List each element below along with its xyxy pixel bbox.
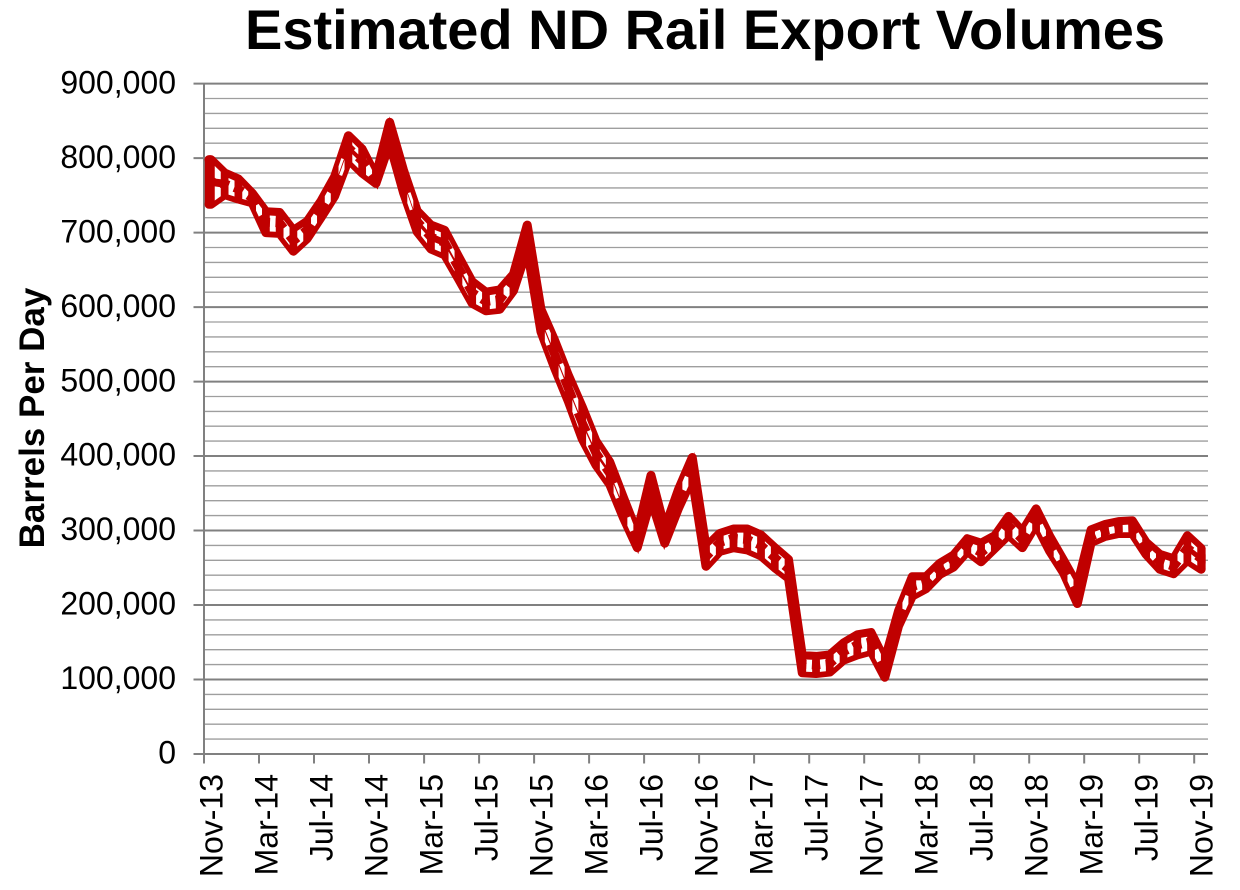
svg-text:Nov-18: Nov-18 [1019, 774, 1055, 877]
svg-text:Jul-16: Jul-16 [633, 774, 669, 861]
svg-text:Barrels Per Day: Barrels Per Day [13, 287, 52, 548]
svg-text:100,000: 100,000 [60, 660, 176, 696]
svg-text:Mar-18: Mar-18 [909, 774, 945, 875]
svg-text:Nov-16: Nov-16 [688, 774, 724, 877]
svg-text:Estimated ND Rail Export Volum: Estimated ND Rail Export Volumes [245, 0, 1165, 61]
svg-text:Nov-13: Nov-13 [193, 774, 229, 877]
svg-text:Jul-19: Jul-19 [1129, 774, 1165, 861]
svg-text:500,000: 500,000 [60, 362, 176, 398]
svg-text:Mar-16: Mar-16 [578, 774, 614, 875]
svg-text:800,000: 800,000 [60, 139, 176, 175]
svg-text:Mar-14: Mar-14 [248, 774, 284, 875]
svg-text:Jul-15: Jul-15 [468, 774, 504, 861]
svg-text:Jul-18: Jul-18 [964, 774, 1000, 861]
svg-text:700,000: 700,000 [60, 213, 176, 249]
svg-text:Nov-14: Nov-14 [358, 774, 394, 877]
svg-text:200,000: 200,000 [60, 586, 176, 622]
svg-text:Mar-17: Mar-17 [743, 774, 779, 875]
svg-text:300,000: 300,000 [60, 511, 176, 547]
svg-text:Nov-17: Nov-17 [853, 774, 889, 877]
svg-text:Nov-15: Nov-15 [523, 774, 559, 877]
svg-text:Mar-15: Mar-15 [413, 774, 449, 875]
svg-text:0: 0 [158, 735, 176, 771]
svg-text:600,000: 600,000 [60, 288, 176, 324]
svg-text:400,000: 400,000 [60, 437, 176, 473]
svg-text:900,000: 900,000 [60, 64, 176, 100]
svg-text:Nov-19: Nov-19 [1184, 774, 1220, 877]
svg-text:Mar-19: Mar-19 [1074, 774, 1110, 875]
svg-text:Jul-14: Jul-14 [303, 774, 339, 861]
svg-text:Jul-17: Jul-17 [798, 774, 834, 861]
